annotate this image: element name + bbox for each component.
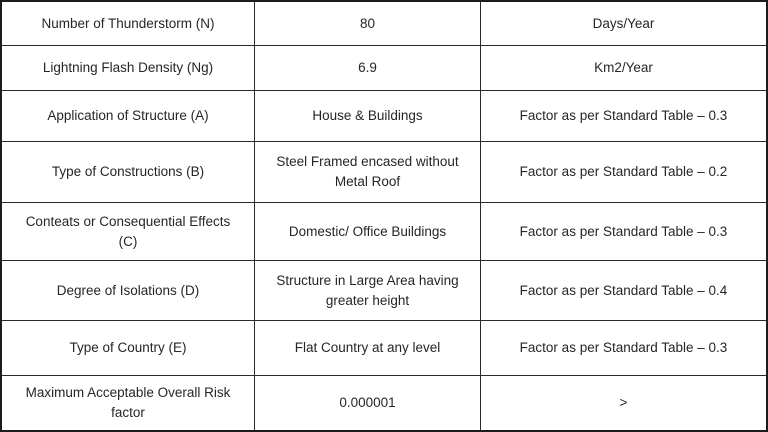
row-note-cell: Km2/Year: [481, 46, 766, 91]
row-label-cell: Number of Thunderstorm (N): [2, 2, 255, 46]
row-value-cell: Domestic/ Office Buildings: [255, 203, 481, 261]
row-note-cell: Factor as per Standard Table – 0.4: [481, 261, 766, 321]
row-label-cell: Type of Country (E): [2, 321, 255, 376]
row-label-cell: Application of Structure (A): [2, 91, 255, 142]
row-label-cell: Lightning Flash Density (Ng): [2, 46, 255, 91]
row-note-cell: Factor as per Standard Table – 0.3: [481, 91, 766, 142]
row-value-cell: Flat Country at any level: [255, 321, 481, 376]
row-label-cell: Degree of Isolations (D): [2, 261, 255, 321]
row-note-cell: Factor as per Standard Table – 0.2: [481, 142, 766, 203]
row-note-cell: Days/Year: [481, 2, 766, 46]
row-value-cell: 0.000001: [255, 376, 481, 430]
row-value-cell: 6.9: [255, 46, 481, 91]
row-label-cell: Conteats or Consequential Effects (C): [2, 203, 255, 261]
row-note-cell: Factor as per Standard Table – 0.3: [481, 321, 766, 376]
row-value-cell: Structure in Large Area having greater h…: [255, 261, 481, 321]
row-value-cell: House & Buildings: [255, 91, 481, 142]
row-value-cell: Steel Framed encased without Metal Roof: [255, 142, 481, 203]
row-label-cell: Maximum Acceptable Overall Risk factor: [2, 376, 255, 430]
row-label-cell: Type of Constructions (B): [2, 142, 255, 203]
row-value-cell: 80: [255, 2, 481, 46]
row-note-cell: >: [619, 395, 628, 411]
row-note-cell: Factor as per Standard Table – 0.3: [481, 203, 766, 261]
